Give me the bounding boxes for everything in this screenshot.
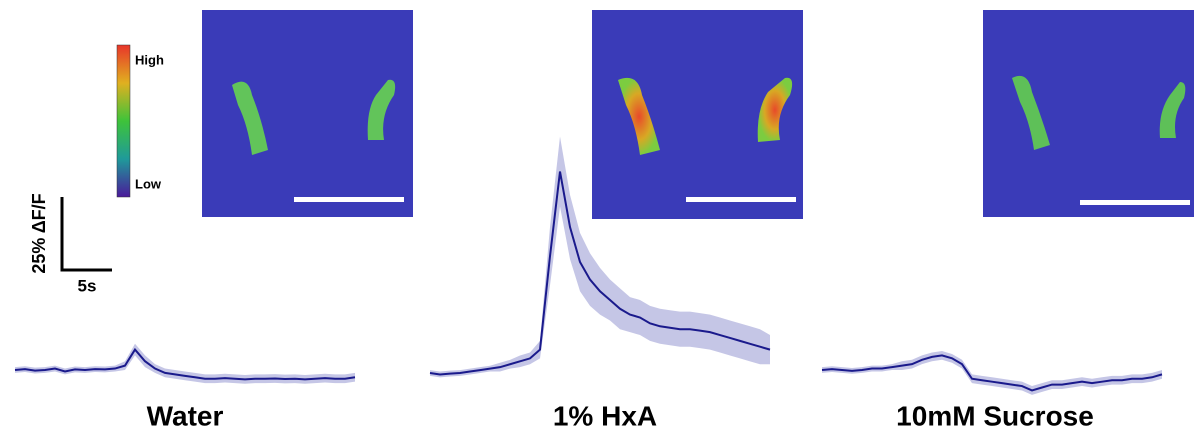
error-band (822, 351, 1162, 395)
trace-line (821, 354, 1163, 392)
colorbar (116, 44, 131, 198)
trace-title: 1% HxA (553, 400, 657, 431)
image-water (202, 10, 413, 217)
image-sucrose (983, 10, 1194, 217)
error-band (430, 136, 770, 378)
scale-bar-y-label: 25% ΔF/F (29, 193, 49, 273)
colorbar-low: Low (135, 176, 162, 191)
colorbar-high: High (135, 52, 164, 67)
error-band (15, 343, 355, 384)
trace-title: 10mM Sucrose (896, 400, 1094, 431)
trace-line (14, 347, 356, 381)
scale-bar-x-label: 5s (78, 276, 97, 295)
trace-title: Water (147, 400, 224, 431)
trace-line (429, 171, 771, 376)
image-hxa (592, 10, 803, 219)
